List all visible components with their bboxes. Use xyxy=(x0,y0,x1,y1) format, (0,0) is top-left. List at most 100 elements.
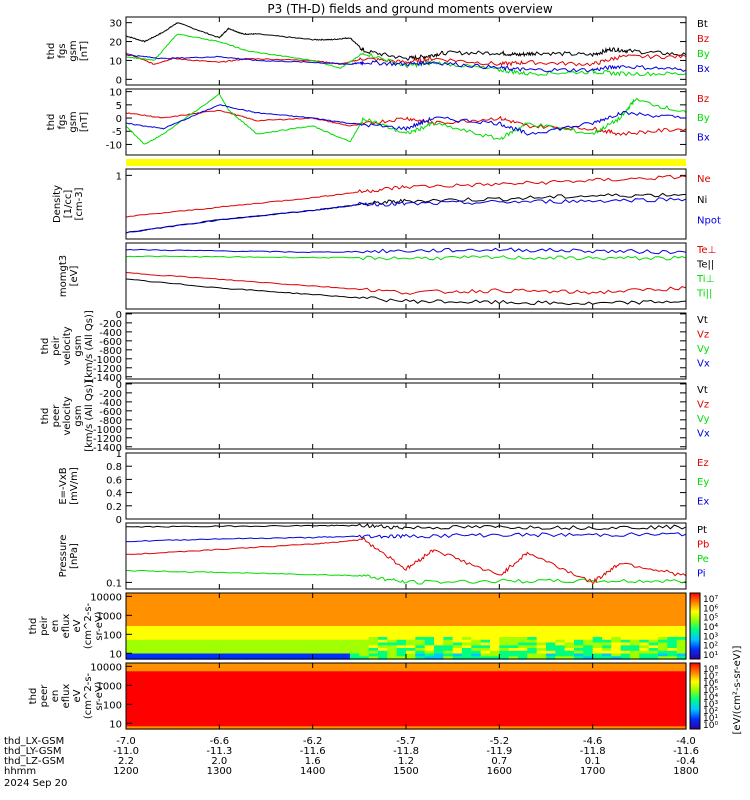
heatmap-cell xyxy=(452,704,463,708)
heatmap-cell xyxy=(574,617,584,622)
heatmap-cell xyxy=(163,609,174,613)
series-Npot xyxy=(126,197,686,234)
heatmap-cell xyxy=(126,674,136,678)
heatmap-cell xyxy=(611,698,622,703)
heatmap-cell xyxy=(163,642,174,646)
heatmap-cell xyxy=(452,720,463,725)
heatmap-cell xyxy=(518,723,528,727)
heatmap-cell xyxy=(630,634,640,638)
heatmap-cell xyxy=(210,715,220,719)
axis-row-value: 1500 xyxy=(393,766,418,777)
heatmap-cell xyxy=(490,715,500,719)
heatmap-cell xyxy=(602,726,612,730)
heatmap-cell xyxy=(191,685,202,689)
heatmap-cell xyxy=(256,712,267,716)
heatmap-cell xyxy=(462,693,472,697)
heatmap-cell xyxy=(144,601,155,605)
heatmap-cell xyxy=(303,626,314,630)
heatmap-cell xyxy=(499,674,510,678)
heatmap-cell xyxy=(658,612,668,616)
heatmap-cell xyxy=(527,615,538,619)
heatmap-cell xyxy=(322,665,332,670)
heatmap-cell xyxy=(191,707,202,711)
heatmap-cell xyxy=(443,601,454,605)
heatmap-cell xyxy=(340,606,351,611)
axis-row-value: 0.7 xyxy=(491,756,507,767)
heatmap-cell xyxy=(182,676,192,681)
heatmap-cell xyxy=(387,631,398,635)
heatmap-cell xyxy=(508,704,519,708)
heatmap-cell xyxy=(536,685,547,689)
heatmap-cell xyxy=(163,687,174,692)
heatmap-cell xyxy=(303,674,314,678)
heatmap-cell xyxy=(555,601,566,605)
heatmap-cell xyxy=(611,626,622,630)
heatmap-cell xyxy=(648,720,659,725)
heatmap-cell xyxy=(583,628,594,633)
heatmap-cell xyxy=(191,601,202,605)
heatmap-cell xyxy=(219,676,230,681)
heatmap-cell xyxy=(648,601,659,605)
heatmap-cell xyxy=(368,665,379,670)
heatmap-cell xyxy=(303,698,314,703)
heatmap-cell xyxy=(499,707,510,711)
heatmap-cell xyxy=(200,653,211,657)
heatmap-cell xyxy=(256,637,267,641)
heatmap-cell xyxy=(564,617,575,622)
heatmap-cell xyxy=(368,712,379,716)
legend-entry: By xyxy=(697,49,710,60)
heatmap-cell xyxy=(331,663,342,667)
heatmap-cell xyxy=(658,663,668,667)
heatmap-cell xyxy=(368,709,379,714)
heatmap-cell xyxy=(620,620,631,624)
heatmap-cell xyxy=(266,595,276,600)
heatmap-cell xyxy=(154,696,164,700)
heatmap-cell xyxy=(462,704,472,708)
heatmap-cell xyxy=(340,693,351,697)
heatmap-cell xyxy=(135,690,146,694)
heatmap-cell xyxy=(574,595,584,600)
heatmap-cell xyxy=(490,718,500,722)
heatmap-cell xyxy=(415,707,426,711)
heatmap-cell xyxy=(499,612,510,616)
heatmap-cell xyxy=(284,676,295,681)
heatmap-cell xyxy=(611,653,622,657)
heatmap-cell xyxy=(508,671,519,675)
heatmap-cell xyxy=(658,696,668,700)
heatmap-cell xyxy=(359,612,370,616)
heatmap-cell xyxy=(331,668,342,672)
heatmap-cell xyxy=(574,639,584,644)
heatmap-cell xyxy=(639,679,650,683)
heatmap-cell xyxy=(312,595,323,600)
heatmap-cell xyxy=(592,648,603,652)
heatmap-cell xyxy=(126,645,136,649)
heatmap-cell xyxy=(648,709,659,714)
heatmap-cell xyxy=(639,598,650,602)
heatmap-cell xyxy=(508,653,519,657)
heatmap-cell xyxy=(667,601,678,605)
heatmap-cell xyxy=(163,704,174,708)
heatmap-cell xyxy=(331,696,342,700)
y-axis-label: [1/cc] xyxy=(63,190,74,219)
heatmap-cell xyxy=(126,693,136,697)
heatmap-cell xyxy=(611,709,622,714)
heatmap-cell xyxy=(368,645,379,649)
y-axis-label: (cm^2-s- xyxy=(83,672,94,719)
heatmap-cell xyxy=(359,718,370,722)
heatmap-cell xyxy=(648,653,659,657)
heatmap-cell xyxy=(648,593,659,597)
heatmap-cell xyxy=(163,698,174,703)
heatmap-cell xyxy=(387,620,398,624)
heatmap-cell xyxy=(331,712,342,716)
heatmap-cell xyxy=(406,612,416,616)
heatmap-cell xyxy=(583,631,594,635)
heatmap-cell xyxy=(182,637,192,641)
heatmap-cell xyxy=(415,671,426,675)
heatmap-cell xyxy=(630,631,640,635)
heatmap-cell xyxy=(163,628,174,633)
heatmap-cell xyxy=(527,617,538,622)
heatmap-cell xyxy=(406,685,416,689)
heatmap-cell xyxy=(368,642,379,646)
heatmap-cell xyxy=(284,617,295,622)
heatmap-cell xyxy=(424,720,435,725)
